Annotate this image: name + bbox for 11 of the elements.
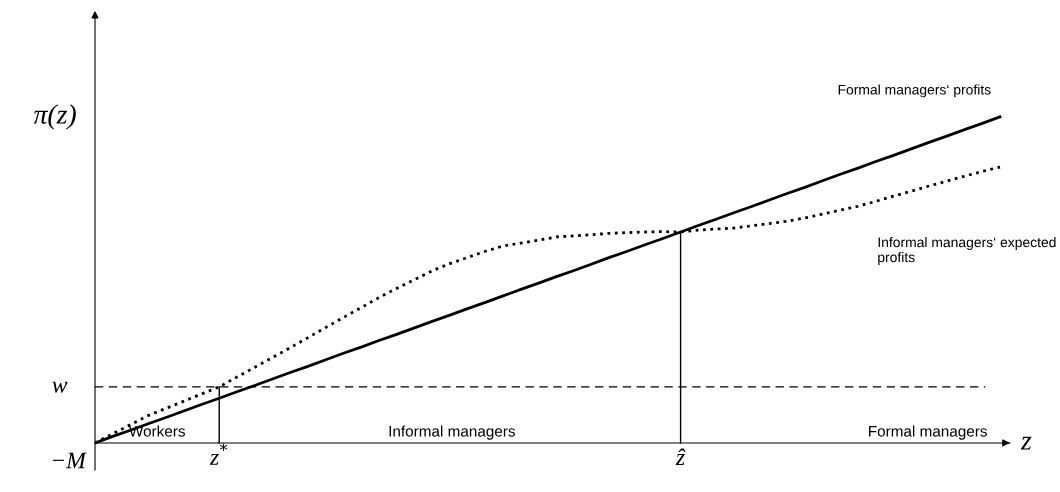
series-label: Formal managers‘ profits (838, 84, 991, 98)
text: Informal managers‘ expected profits (878, 237, 1056, 265)
text: −M (52, 452, 87, 469)
annotation: Formal managers (869, 425, 987, 440)
annotation: Workers (128, 425, 185, 437)
x-tick-label: ẑ (675, 448, 686, 465)
x-tick-label: z$^{*}$ (209, 443, 228, 465)
y-axis-title: π(z) (33, 104, 76, 130)
ref-line-label: w (52, 381, 68, 393)
annotation: Informal managers (389, 425, 515, 440)
x-axis-title: z (1020, 436, 1032, 450)
